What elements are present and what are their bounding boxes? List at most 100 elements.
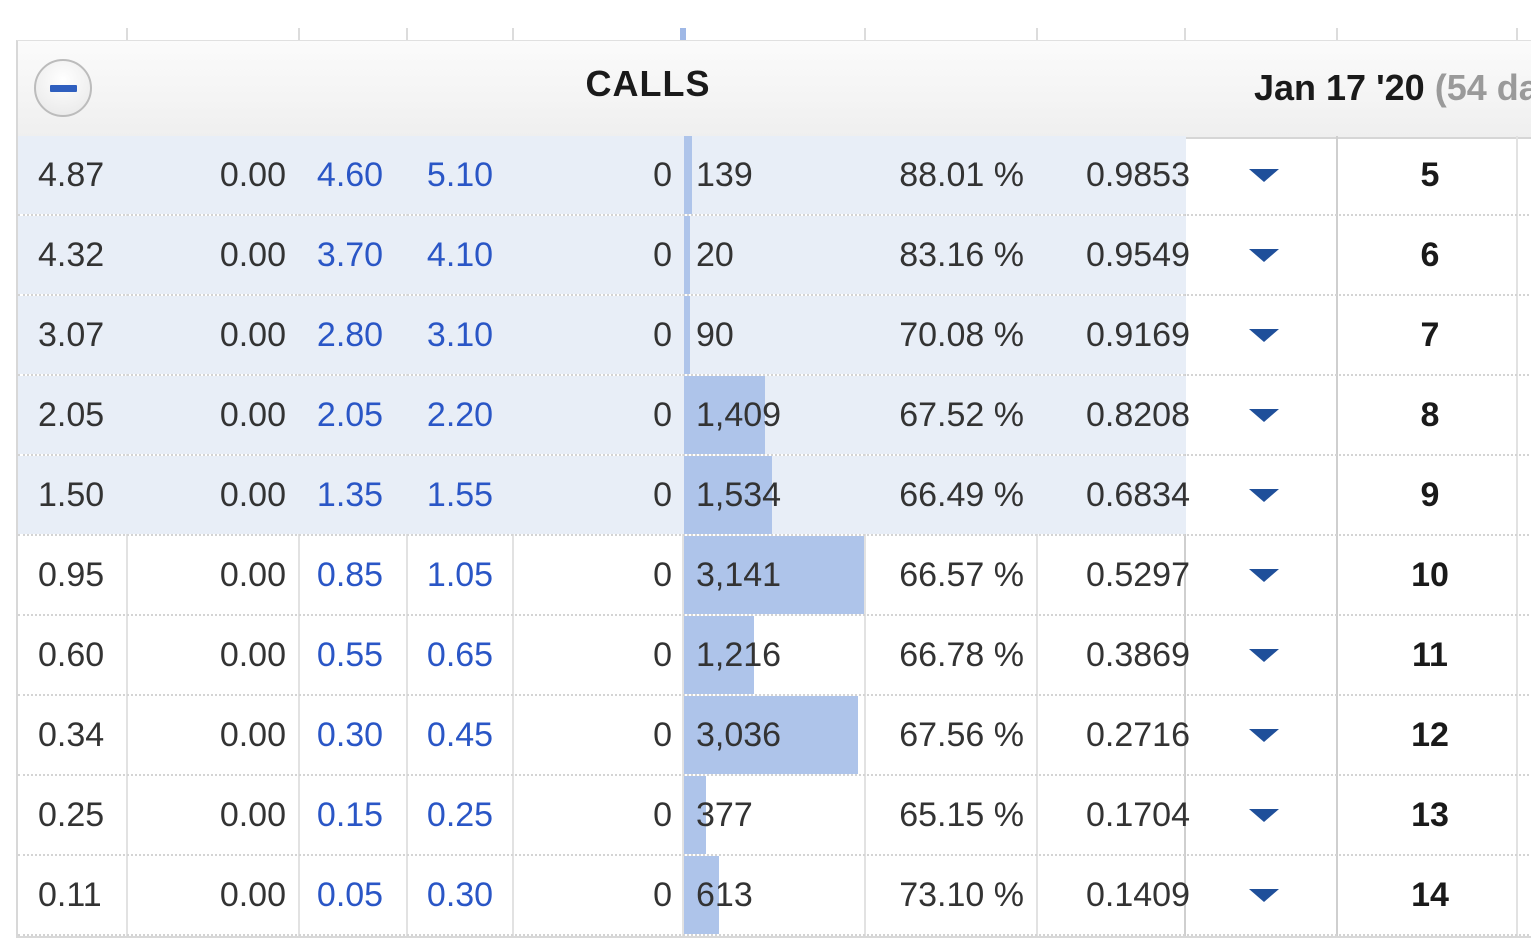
delta-cell: 0.1704: [1086, 796, 1190, 834]
dropdown-arrow-icon[interactable]: [1249, 169, 1279, 182]
ask-cell[interactable]: 1.55: [426, 476, 494, 514]
ask-cell[interactable]: 1.05: [426, 556, 494, 594]
volume-cell: 0: [653, 716, 672, 754]
last-price-cell: 2.05: [38, 396, 105, 434]
ask-cell[interactable]: 0.45: [426, 716, 494, 754]
ask-cell[interactable]: 5.10: [426, 156, 494, 194]
expiry-date: Jan 17 '20: [1254, 67, 1425, 108]
expiry-label: Jan 17 '20 (54 da: [1254, 67, 1531, 109]
open-interest-cell: 1,216: [696, 636, 782, 674]
dropdown-arrow-icon[interactable]: [1249, 889, 1279, 902]
in-the-money-shade: [18, 136, 1186, 214]
previous-section-edge: [16, 0, 1531, 42]
implied-volatility-cell: 67.56 %: [899, 716, 1024, 754]
bid-cell[interactable]: 0.05: [316, 876, 384, 914]
dropdown-arrow-icon[interactable]: [1249, 249, 1279, 262]
table-row[interactable]: 0.95 0.00 0.85 1.05 0 3,141 66.57 % 0.5297 10: [18, 536, 1531, 616]
table-row[interactable]: 0.60 0.00 0.55 0.65 0 1,216 66.78 % 0.3869 11: [18, 616, 1531, 696]
bid-cell[interactable]: 0.30: [316, 716, 384, 754]
dropdown-arrow-icon[interactable]: [1249, 329, 1279, 342]
change-cell: 0.00: [219, 796, 286, 834]
row-menu-cell[interactable]: [1188, 536, 1340, 614]
open-interest-cell: 90: [696, 316, 734, 354]
table-row[interactable]: 0.34 0.00 0.30 0.45 0 3,036 67.56 % 0.2716 12: [18, 696, 1531, 776]
bid-cell[interactable]: 0.15: [316, 796, 384, 834]
open-interest-bar: [684, 216, 690, 294]
delta-cell: 0.9853: [1086, 156, 1190, 194]
table-row[interactable]: 0.25 0.00 0.15 0.25 0 377 65.15 % 0.1704 13: [18, 776, 1531, 856]
row-menu-cell[interactable]: [1188, 296, 1340, 374]
delta-cell: 0.2716: [1086, 716, 1190, 754]
strike-cell: 5: [1420, 156, 1440, 194]
row-menu-cell[interactable]: [1188, 216, 1340, 294]
delta-cell: 0.6834: [1086, 476, 1190, 514]
strike-cell: 12: [1411, 716, 1449, 754]
column-tick: [1184, 28, 1186, 40]
last-price-cell: 0.11: [38, 876, 102, 914]
change-cell: 0.00: [219, 316, 286, 354]
ask-cell[interactable]: 3.10: [426, 316, 494, 354]
row-menu-cell[interactable]: [1188, 696, 1340, 774]
volume-cell: 0: [653, 876, 672, 914]
dropdown-arrow-icon[interactable]: [1249, 409, 1279, 422]
table-row[interactable]: 1.50 0.00 1.35 1.55 0 1,534 66.49 % 0.6834 9: [18, 456, 1531, 536]
row-menu-cell[interactable]: [1188, 136, 1340, 214]
row-menu-cell[interactable]: [1188, 776, 1340, 854]
open-interest-bar: [684, 536, 864, 614]
change-cell: 0.00: [219, 236, 286, 274]
bid-cell[interactable]: 4.60: [316, 156, 384, 194]
row-menu-cell[interactable]: [1188, 456, 1340, 534]
collapse-button[interactable]: [34, 59, 92, 117]
volume-cell: 0: [653, 316, 672, 354]
bid-cell[interactable]: 1.35: [316, 476, 384, 514]
ask-cell[interactable]: 0.25: [426, 796, 494, 834]
dropdown-arrow-icon[interactable]: [1249, 489, 1279, 502]
ask-cell[interactable]: 0.30: [426, 876, 494, 914]
change-cell: 0.00: [219, 476, 286, 514]
table-row[interactable]: 4.87 0.00 4.60 5.10 0 139 88.01 % 0.9853 5: [18, 136, 1531, 216]
bid-cell[interactable]: 2.80: [316, 316, 384, 354]
bid-cell[interactable]: 0.85: [316, 556, 384, 594]
column-tick: [864, 28, 866, 40]
calls-title: CALLS: [585, 63, 711, 104]
column-tick: [512, 28, 514, 40]
last-price-cell: 0.60: [38, 636, 105, 674]
dropdown-arrow-icon[interactable]: [1249, 809, 1279, 822]
delta-cell: 0.9169: [1086, 316, 1190, 354]
column-tick: [680, 28, 686, 40]
open-interest-bar: [684, 296, 690, 374]
delta-cell: 0.5297: [1086, 556, 1190, 594]
column-tick: [1516, 28, 1518, 40]
bid-cell[interactable]: 0.55: [316, 636, 384, 674]
open-interest-bar: [684, 856, 719, 934]
delta-cell: 0.9549: [1086, 236, 1190, 274]
ask-cell[interactable]: 2.20: [426, 396, 494, 434]
open-interest-cell: 1,534: [696, 476, 782, 514]
dropdown-arrow-icon[interactable]: [1249, 569, 1279, 582]
row-menu-cell[interactable]: [1188, 616, 1340, 694]
table-row[interactable]: 0.11 0.00 0.05 0.30 0 613 73.10 % 0.1409 14: [18, 856, 1531, 936]
implied-volatility-cell: 66.49 %: [899, 476, 1024, 514]
row-menu-cell[interactable]: [1188, 856, 1340, 934]
open-interest-bar: [684, 616, 754, 694]
table-row[interactable]: 2.05 0.00 2.05 2.20 0 1,409 67.52 % 0.8208 8: [18, 376, 1531, 456]
ask-cell[interactable]: 4.10: [426, 236, 494, 274]
last-price-cell: 0.25: [38, 796, 105, 834]
dropdown-arrow-icon[interactable]: [1249, 649, 1279, 662]
volume-cell: 0: [653, 156, 672, 194]
dropdown-arrow-icon[interactable]: [1249, 729, 1279, 742]
row-menu-cell[interactable]: [1188, 376, 1340, 454]
implied-volatility-cell: 66.57 %: [899, 556, 1024, 594]
bid-cell[interactable]: 2.05: [316, 396, 384, 434]
open-interest-cell: 1,409: [696, 396, 782, 434]
implied-volatility-cell: 88.01 %: [899, 156, 1024, 194]
table-row[interactable]: 4.32 0.00 3.70 4.10 0 20 83.16 % 0.9549 6: [18, 216, 1531, 296]
open-interest-cell: 3,141: [696, 556, 782, 594]
table-row[interactable]: 3.07 0.00 2.80 3.10 0 90 70.08 % 0.9169 7: [18, 296, 1531, 376]
bid-cell[interactable]: 3.70: [316, 236, 384, 274]
implied-volatility-cell: 66.78 %: [899, 636, 1024, 674]
strike-cell: 9: [1420, 476, 1440, 514]
in-the-money-shade: [18, 456, 1186, 534]
ask-cell[interactable]: 0.65: [426, 636, 494, 674]
